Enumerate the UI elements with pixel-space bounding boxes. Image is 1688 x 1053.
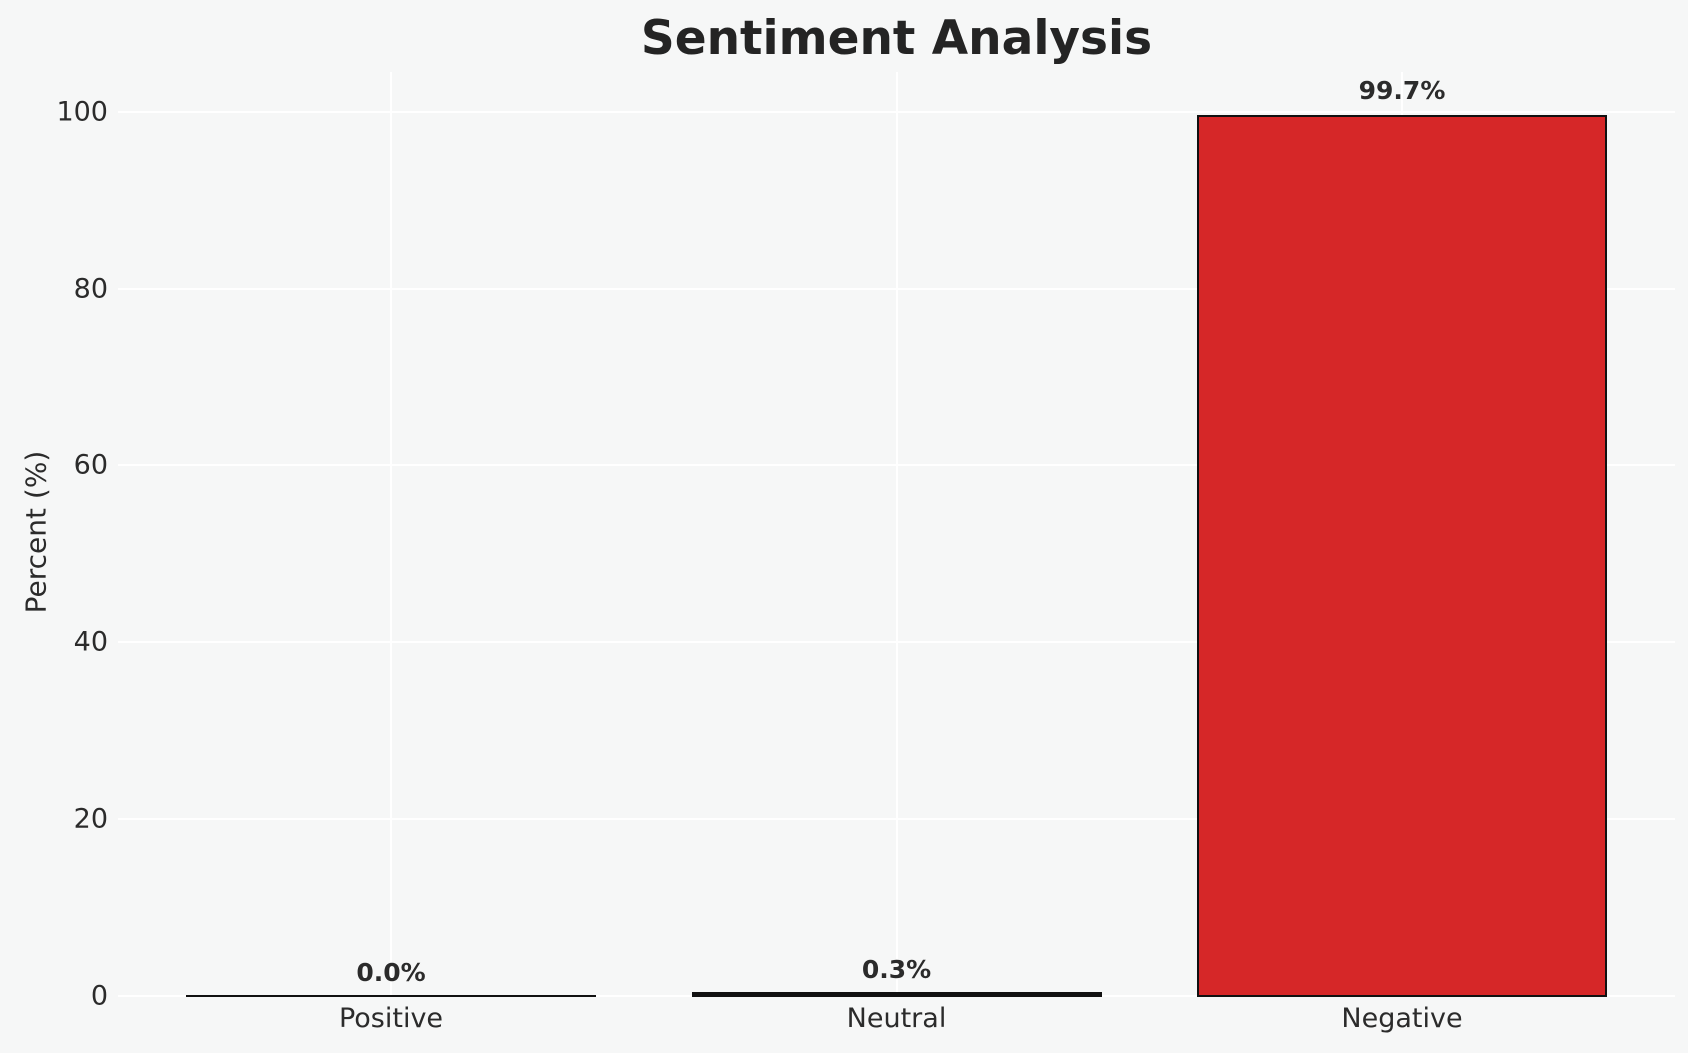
x-tick-label-neutral: Neutral — [846, 1003, 947, 1034]
horizontal-gridline-100 — [118, 110, 1675, 113]
horizontal-gridline-60 — [118, 464, 1675, 467]
y-tick-label-0: 0 — [90, 980, 108, 1012]
bar-neutral — [691, 992, 1102, 997]
y-tick-label-60: 60 — [73, 449, 108, 481]
y-tick-label-20: 20 — [73, 803, 108, 835]
x-tick-label-positive: Positive — [338, 1003, 444, 1034]
y-tick-label-40: 40 — [73, 626, 108, 658]
bar-value-label-negative: 99.7% — [1358, 76, 1446, 106]
horizontal-gridline-40 — [118, 641, 1675, 644]
horizontal-gridline-20 — [118, 818, 1675, 821]
y-tick-label-80: 80 — [73, 273, 108, 305]
bar-negative — [1197, 115, 1607, 997]
vertical-gridline-neutral — [895, 72, 898, 996]
x-tick-label-negative: Negative — [1341, 1003, 1463, 1034]
horizontal-gridline-80 — [118, 287, 1675, 290]
bar-value-label-neutral: 0.3% — [861, 955, 932, 985]
vertical-gridline-positive — [390, 72, 392, 996]
y-tick-label-100: 100 — [56, 96, 108, 128]
bar-positive — [186, 995, 596, 997]
plot-area: 0.0% 0.3% 99.7% — [118, 72, 1675, 997]
chart-title: Sentiment Analysis — [640, 11, 1153, 66]
bar-value-label-positive: 0.0% — [356, 958, 426, 987]
